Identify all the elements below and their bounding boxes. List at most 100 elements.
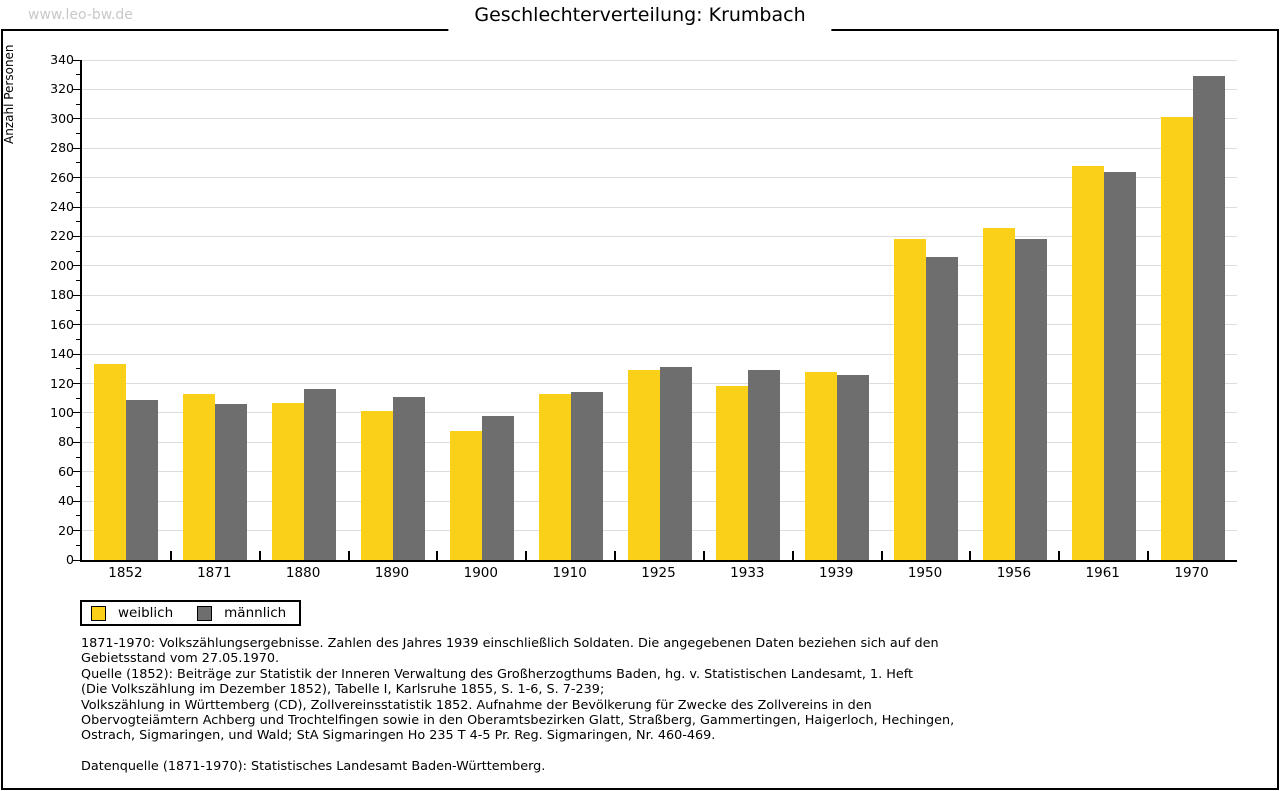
legend-item-maennlich: männlich — [197, 605, 286, 621]
y-minor-tick-170 — [76, 309, 80, 311]
x-tick-label-1925: 1925 — [641, 565, 676, 581]
bar-weiblich-1961 — [1071, 165, 1104, 560]
bar-männlich-1925 — [659, 367, 692, 560]
gridline-y-140 — [82, 353, 1237, 355]
y-major-tick-280 — [73, 147, 80, 149]
x-axis-tick-12 — [1147, 551, 1150, 560]
x-axis-tick-5 — [525, 551, 528, 560]
gridline-y-240 — [82, 206, 1237, 208]
y-major-tick-60 — [73, 471, 80, 473]
bar-weiblich-1970 — [1160, 117, 1193, 560]
y-tick-label-80: 80 — [58, 434, 74, 450]
bar-männlich-1933 — [748, 370, 781, 560]
y-tick-label-40: 40 — [58, 493, 74, 509]
gridline-y-300 — [82, 118, 1237, 120]
y-minor-tick-210 — [76, 250, 80, 252]
bar-weiblich-1956 — [982, 227, 1015, 560]
x-axis-tick-10 — [969, 551, 972, 560]
y-tick-label-220: 220 — [50, 228, 74, 244]
gridline-y-260 — [82, 177, 1237, 179]
x-tick-label-1939: 1939 — [819, 565, 854, 581]
footnote-line-5: Volkszählung in Württemberg (CD), Zollve… — [81, 697, 872, 713]
y-minor-tick-310 — [76, 103, 80, 105]
chart-title: Geschlechterverteilung: Krumbach — [448, 0, 832, 34]
x-axis-tick-4 — [436, 551, 439, 560]
y-minor-tick-190 — [76, 280, 80, 282]
y-minor-tick-90 — [76, 427, 80, 429]
y-major-tick-180 — [73, 294, 80, 296]
y-tick-label-340: 340 — [50, 52, 74, 67]
y-minor-tick-110 — [76, 397, 80, 399]
footnote-line-2: Gebietsstand vom 27.05.1970. — [81, 651, 280, 667]
y-tick-label-0: 0 — [66, 552, 74, 567]
y-axis-tick-labels: 0 20 40 60 80 100 120 140 160 180 200 220 240 260 280 3… — [0, 52, 74, 567]
gridline-y-220 — [82, 235, 1237, 237]
footnote-line-7: Ostrach, Sigmaringen, und Wald; StA Sigm… — [81, 728, 716, 744]
bar-männlich-1956 — [1014, 239, 1047, 560]
x-tick-label-1890: 1890 — [374, 565, 410, 581]
gridline-y-160 — [82, 324, 1237, 326]
legend-item-weiblich: weiblich — [91, 605, 173, 621]
x-tick-label-1961: 1961 — [1085, 565, 1120, 581]
y-tick-label-180: 180 — [50, 287, 74, 303]
bar-männlich-1871 — [215, 404, 248, 560]
x-axis-tick-labels: 1852 1871 1880 1890 1900 1910 1925 1933 1939 1950… — [81, 565, 1236, 583]
bar-männlich-1910 — [570, 392, 603, 560]
x-tick-label-1900: 1900 — [463, 565, 498, 581]
x-axis-tick-11 — [1058, 551, 1061, 560]
legend: weiblich männlich — [80, 600, 302, 626]
y-major-tick-220 — [73, 235, 80, 237]
y-tick-label-20: 20 — [58, 522, 74, 538]
y-tick-label-100: 100 — [50, 404, 74, 420]
y-minor-tick-150 — [76, 338, 80, 340]
y-minor-tick-330 — [76, 74, 80, 76]
y-major-tick-240 — [73, 206, 80, 208]
y-major-tick-100 — [73, 412, 80, 414]
legend-swatch-icon — [91, 605, 106, 621]
x-axis-tick-2 — [258, 551, 261, 560]
gridline-y-180 — [82, 294, 1237, 296]
y-tick-label-60: 60 — [58, 463, 74, 479]
bar-männlich-1961 — [1103, 171, 1136, 560]
x-tick-label-1956: 1956 — [996, 565, 1032, 581]
x-tick-label-1880: 1880 — [285, 565, 321, 581]
x-axis-tick-1 — [169, 551, 172, 560]
y-minor-tick-130 — [76, 368, 80, 370]
y-major-tick-20 — [73, 530, 80, 532]
bar-weiblich-1910 — [538, 393, 571, 560]
y-minor-tick-70 — [76, 456, 80, 458]
bar-männlich-1939 — [837, 374, 870, 560]
bar-weiblich-1950 — [894, 239, 927, 560]
footnote-line-4: (Die Volkszählung im Dezember 1852), Tab… — [81, 682, 605, 698]
bar-männlich-1880 — [304, 389, 337, 560]
bar-männlich-1852 — [126, 399, 159, 560]
plot-area — [73, 59, 1237, 562]
y-minor-tick-290 — [76, 133, 80, 135]
y-major-tick-120 — [73, 383, 80, 385]
x-axis-tick-3 — [347, 551, 350, 560]
y-major-tick-160 — [73, 324, 80, 326]
bar-weiblich-1925 — [627, 370, 660, 560]
y-major-tick-140 — [73, 353, 80, 355]
x-tick-label-1950: 1950 — [907, 565, 943, 581]
y-tick-label-320: 320 — [50, 81, 74, 97]
x-axis-tick-7 — [702, 551, 705, 560]
footnote-line-1: 1871-1970: Volkszählungsergebnisse. Zahl… — [81, 636, 939, 651]
y-tick-label-160: 160 — [50, 316, 74, 332]
y-minor-tick-50 — [76, 485, 80, 487]
y-tick-label-280: 280 — [50, 140, 74, 156]
datasource-line: Datenquelle (1871-1970): Statistisches L… — [81, 758, 546, 774]
bar-männlich-1950 — [926, 257, 959, 560]
x-tick-label-1852: 1852 — [108, 565, 143, 581]
y-tick-label-140: 140 — [50, 346, 74, 362]
x-axis-tick-8 — [791, 551, 794, 560]
bar-weiblich-1871 — [183, 393, 216, 560]
y-major-tick-40 — [73, 500, 80, 502]
y-major-tick-80 — [73, 441, 80, 443]
bar-weiblich-1900 — [449, 430, 482, 560]
y-minor-tick-270 — [76, 162, 80, 164]
footnotes: 1871-1970: Volkszählungsergebnisse. Zahl… — [81, 636, 954, 774]
legend-label: weiblich — [118, 605, 174, 621]
gridline-y-280 — [82, 147, 1237, 149]
gridline-y-340 — [82, 59, 1237, 61]
